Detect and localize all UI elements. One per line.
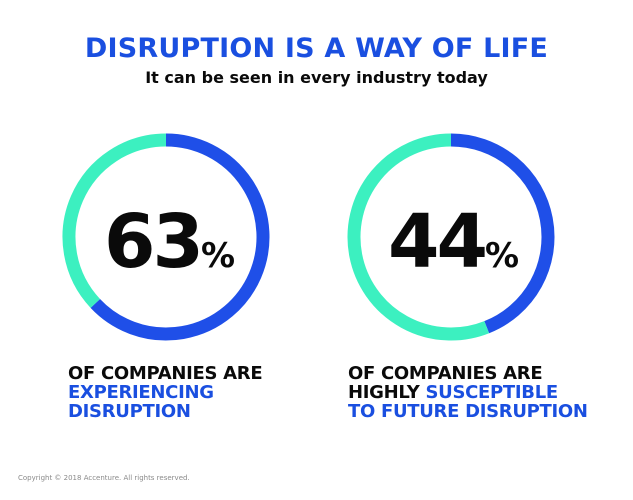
caption-2-line-2: HIGHLY SUSCEPTIBLE bbox=[348, 383, 588, 402]
footer-copyright: Copyright © 2018 Accenture. All rights r… bbox=[18, 474, 190, 482]
caption-2-line-2-dark: HIGHLY bbox=[348, 382, 426, 403]
caption-1: OF COMPANIES ARE EXPERIENCING DISRUPTION bbox=[68, 363, 263, 422]
ring-1-value-arc bbox=[90, 133, 270, 341]
caption-2-line-3: TO FUTURE DISRUPTION bbox=[348, 401, 588, 422]
page-subtitle: It can be seen in every industry today bbox=[145, 68, 488, 87]
caption-2-line-2-accent: SUSCEPTIBLE bbox=[425, 382, 558, 403]
value-number-2: 44 bbox=[388, 199, 488, 285]
caption-1-line-1: OF COMPANIES ARE bbox=[68, 363, 263, 384]
caption-1-line-3: DISRUPTION bbox=[68, 401, 191, 422]
value-unit-1: % bbox=[200, 236, 236, 276]
chart-rings bbox=[62, 133, 555, 341]
caption-2: OF COMPANIES ARE HIGHLY SUSCEPTIBLE TO F… bbox=[348, 364, 588, 421]
value-number-1: 63 bbox=[104, 199, 204, 285]
ring-2-remainder-arc bbox=[347, 133, 490, 341]
ring-1-remainder-arc bbox=[62, 133, 167, 308]
page-title: DISRUPTION IS A WAY OF LIFE bbox=[84, 33, 549, 64]
caption-1-line-2: EXPERIENCING bbox=[68, 382, 214, 403]
caption-2-line-1: OF COMPANIES ARE bbox=[348, 363, 543, 384]
value-label-1: 63% bbox=[104, 202, 235, 296]
value-unit-2: % bbox=[484, 236, 520, 276]
value-label-2: 44% bbox=[388, 202, 519, 296]
ring-2-value-arc bbox=[450, 133, 555, 334]
